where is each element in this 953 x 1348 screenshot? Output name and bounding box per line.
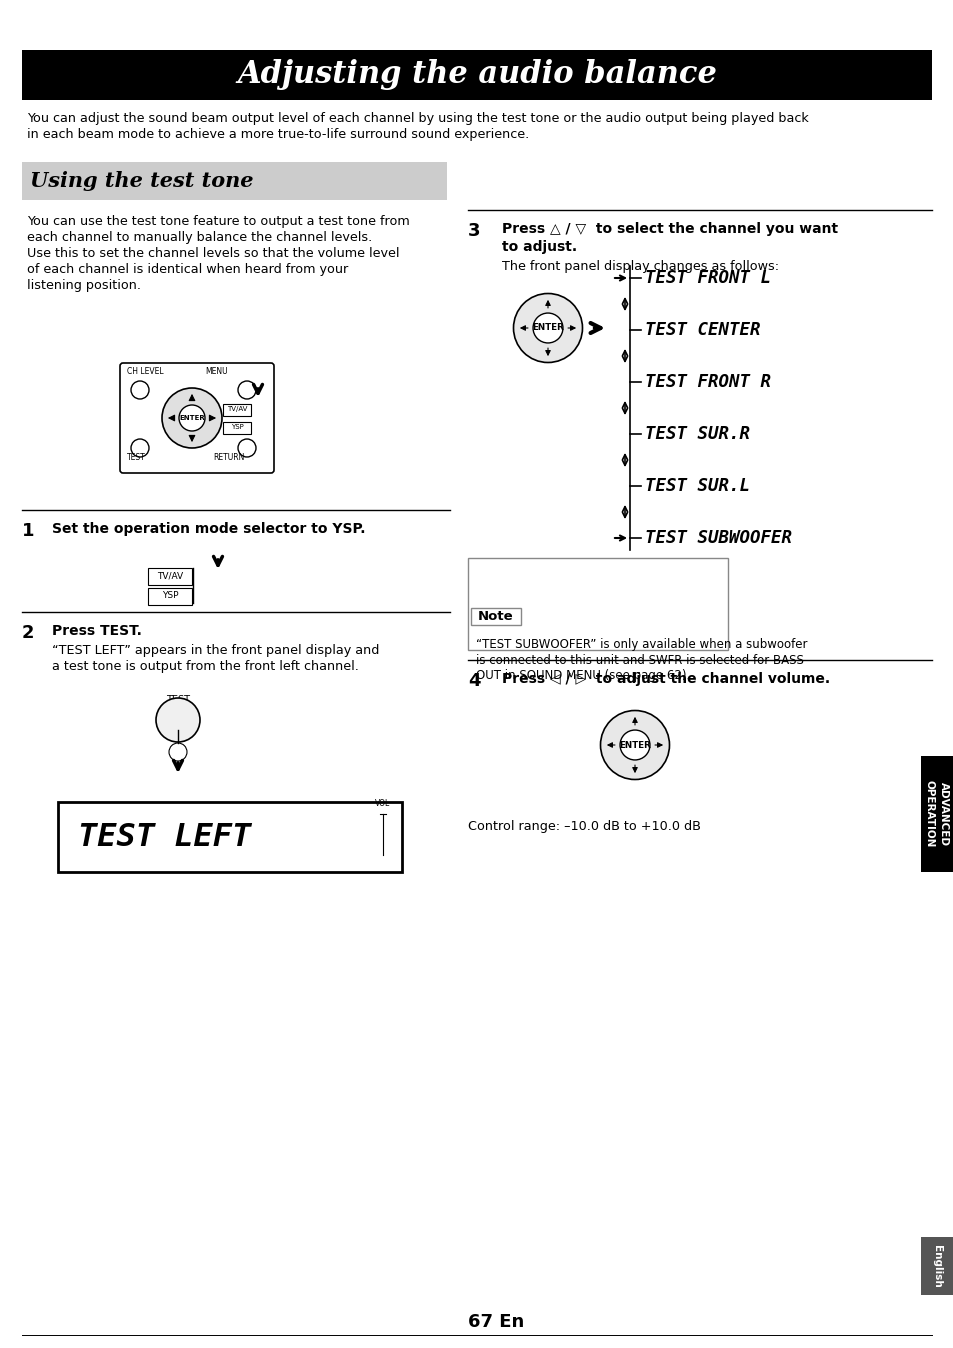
Text: TEST SUBWOOFER: TEST SUBWOOFER [644, 528, 791, 547]
Text: TEST: TEST [127, 453, 146, 462]
Text: VOL: VOL [375, 799, 390, 807]
Text: Set the operation mode selector to YSP.: Set the operation mode selector to YSP. [52, 522, 365, 537]
Circle shape [179, 404, 205, 431]
Text: Press ◁ / ▷  to adjust the channel volume.: Press ◁ / ▷ to adjust the channel volume… [501, 673, 829, 686]
Text: TEST LEFT: TEST LEFT [78, 821, 251, 852]
FancyBboxPatch shape [223, 422, 251, 434]
Text: MENU: MENU [205, 367, 228, 376]
Text: in each beam mode to achieve a more true-to-life surround sound experience.: in each beam mode to achieve a more true… [27, 128, 529, 142]
Text: OUT in SOUND MENU (see page 62).: OUT in SOUND MENU (see page 62). [476, 669, 690, 682]
Bar [920, 756, 953, 872]
Text: Press △ / ▽  to select the channel you want: Press △ / ▽ to select the channel you wa… [501, 222, 838, 236]
Text: 1: 1 [22, 522, 34, 541]
Circle shape [237, 381, 255, 399]
Text: RETURN: RETURN [213, 453, 244, 462]
Text: Control range: –10.0 dB to +10.0 dB: Control range: –10.0 dB to +10.0 dB [468, 820, 700, 833]
Text: a test tone is output from the front left channel.: a test tone is output from the front lef… [52, 661, 358, 673]
Text: TEST CENTER: TEST CENTER [644, 321, 760, 338]
Text: TEST: TEST [166, 696, 190, 705]
Text: YSP: YSP [231, 425, 243, 430]
FancyBboxPatch shape [223, 404, 251, 417]
Text: TEST FRONT R: TEST FRONT R [644, 373, 770, 391]
Text: The front panel display changes as follows:: The front panel display changes as follo… [501, 260, 779, 274]
Text: is connected to this unit and SWFR is selected for BASS: is connected to this unit and SWFR is se… [476, 654, 803, 667]
Text: You can use the test tone feature to output a test tone from: You can use the test tone feature to out… [27, 214, 410, 228]
Circle shape [619, 731, 649, 760]
Text: TV/AV: TV/AV [227, 406, 247, 412]
Text: ENTER: ENTER [532, 324, 563, 333]
Circle shape [162, 388, 222, 448]
Circle shape [533, 313, 562, 342]
Text: 2: 2 [22, 624, 34, 642]
Circle shape [169, 743, 187, 762]
Text: Adjusting the audio balance: Adjusting the audio balance [236, 59, 717, 90]
Text: TV/AV: TV/AV [157, 572, 183, 581]
Text: ENTER: ENTER [179, 415, 205, 421]
Text: Using the test tone: Using the test tone [30, 171, 253, 191]
Text: “TEST LEFT” appears in the front panel display and: “TEST LEFT” appears in the front panel d… [52, 644, 379, 656]
Text: to adjust.: to adjust. [501, 240, 577, 253]
Text: CH LEVEL: CH LEVEL [127, 367, 164, 376]
Text: “TEST SUBWOOFER” is only available when a subwoofer: “TEST SUBWOOFER” is only available when … [476, 638, 806, 651]
Circle shape [513, 294, 582, 363]
Text: Note: Note [477, 609, 514, 623]
Text: listening position.: listening position. [27, 279, 141, 293]
Text: English: English [931, 1244, 941, 1287]
Text: each channel to manually balance the channel levels.: each channel to manually balance the cha… [27, 231, 372, 244]
Circle shape [131, 439, 149, 457]
Bar [22, 162, 447, 200]
Text: 3: 3 [468, 222, 480, 240]
FancyBboxPatch shape [120, 363, 274, 473]
FancyBboxPatch shape [148, 588, 192, 605]
Bar [22, 50, 931, 100]
Circle shape [237, 439, 255, 457]
Text: TEST SUR.R: TEST SUR.R [644, 425, 749, 443]
FancyBboxPatch shape [468, 558, 727, 650]
Text: of each channel is identical when heard from your: of each channel is identical when heard … [27, 263, 348, 276]
Circle shape [599, 710, 669, 779]
Circle shape [156, 698, 200, 741]
Text: 4: 4 [468, 673, 480, 690]
Text: TEST FRONT L: TEST FRONT L [644, 270, 770, 287]
Text: Use this to set the channel levels so that the volume level: Use this to set the channel levels so th… [27, 247, 399, 260]
Text: 67 En: 67 En [468, 1313, 524, 1330]
FancyBboxPatch shape [471, 608, 520, 625]
Bar [920, 1237, 953, 1295]
Text: ENTER: ENTER [618, 740, 650, 749]
FancyBboxPatch shape [58, 802, 401, 872]
Text: You can adjust the sound beam output level of each channel by using the test ton: You can adjust the sound beam output lev… [27, 112, 808, 125]
Text: TEST SUR.L: TEST SUR.L [644, 477, 749, 495]
Text: Press TEST.: Press TEST. [52, 624, 142, 638]
Circle shape [131, 381, 149, 399]
FancyBboxPatch shape [148, 568, 192, 585]
Text: YSP: YSP [162, 592, 178, 600]
Text: ADVANCED
OPERATION: ADVANCED OPERATION [923, 780, 948, 848]
